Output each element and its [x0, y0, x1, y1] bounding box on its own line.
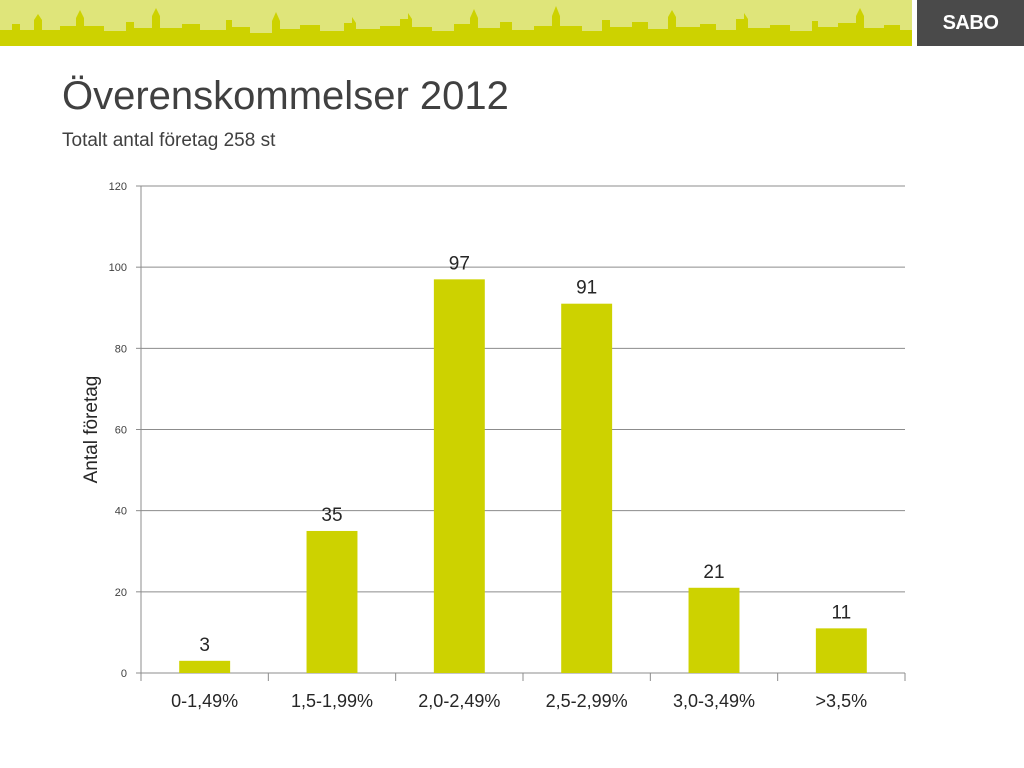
bar: [306, 530, 358, 673]
bar-value-label: 91: [576, 278, 597, 299]
bar: [688, 587, 740, 673]
bar: [179, 660, 231, 673]
bar: [815, 628, 867, 673]
header-banner: [0, 0, 912, 46]
y-tick-label: 20: [115, 587, 127, 599]
y-tick-label: 120: [109, 181, 127, 193]
x-category-label: 2,0-2,49%: [418, 691, 500, 711]
logo-text: SABO: [942, 11, 999, 34]
page-subtitle: Totalt antal företag 258 st: [62, 130, 276, 151]
bar-value-label: 97: [449, 253, 470, 274]
y-axis-title: Antal företag: [81, 376, 102, 484]
bar: [561, 303, 613, 673]
bar-value-label: 35: [321, 505, 342, 526]
bar-value-label: 21: [703, 562, 724, 583]
x-category-label: 3,0-3,49%: [673, 691, 755, 711]
y-tick-label: 0: [121, 668, 127, 680]
x-category-label: 0-1,49%: [171, 691, 238, 711]
bar-value-label: 11: [831, 602, 851, 623]
bar-value-label: 3: [199, 635, 210, 656]
city-skyline-graphic: [0, 6, 912, 46]
y-tick-label: 40: [115, 506, 127, 518]
y-tick-label: 80: [115, 343, 127, 355]
bar: [433, 279, 485, 673]
x-category-label: >3,5%: [816, 691, 868, 711]
sabo-logo: SABO: [917, 0, 1024, 46]
y-tick-label: 100: [109, 262, 127, 274]
y-tick-label: 60: [115, 425, 127, 437]
x-category-label: 2,5-2,99%: [546, 691, 628, 711]
x-category-label: 1,5-1,99%: [291, 691, 373, 711]
page-title: Överenskommelser 2012: [62, 74, 509, 118]
